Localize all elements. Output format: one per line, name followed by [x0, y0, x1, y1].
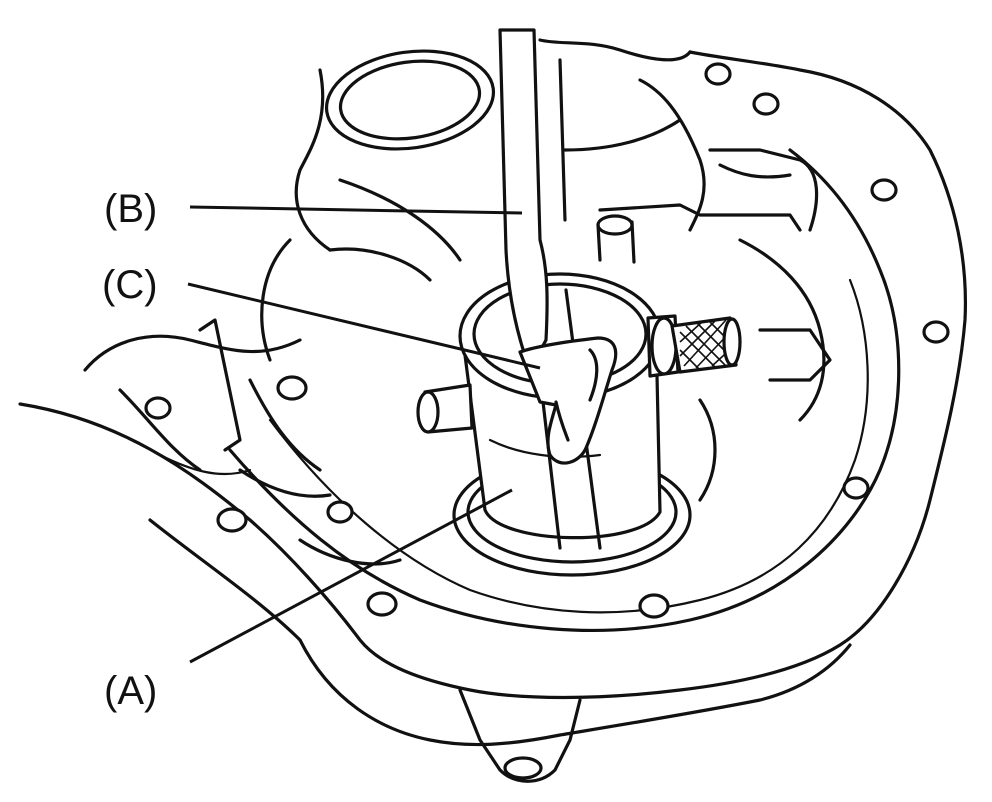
callout-label-b: (B) [104, 187, 157, 231]
callout-leader-b [189, 205, 523, 215]
callout-a: (A) [104, 488, 513, 713]
callout-c: (C) [102, 263, 541, 370]
flange-bolt-holes [144, 62, 950, 619]
callout-leader-a [189, 488, 513, 664]
case-housing [18, 38, 967, 783]
callout-b: (B) [104, 187, 523, 231]
callout-label-c: (C) [102, 263, 158, 307]
callout-leader-c [187, 282, 541, 370]
locating-pin [596, 214, 636, 264]
rod-hook-clip [518, 336, 618, 465]
right-knurled-screw [646, 314, 742, 378]
upper-seal-opening [324, 49, 496, 151]
left-thumb-screw [416, 383, 474, 434]
callout-label-a: (A) [104, 669, 157, 713]
